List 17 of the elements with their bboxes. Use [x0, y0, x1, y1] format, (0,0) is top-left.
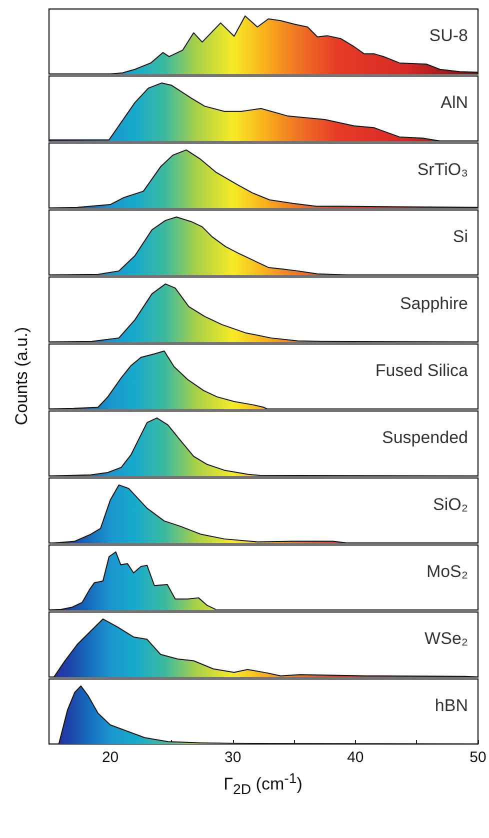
series-label: Sapphire	[400, 294, 468, 313]
series-label: AlN	[440, 92, 468, 112]
x-tick-label: 40	[347, 749, 364, 766]
series-label: SU-8	[429, 26, 468, 45]
series-label: Suspended	[382, 428, 468, 447]
x-tick-label: 50	[470, 749, 486, 766]
text: Fused Silica	[375, 360, 469, 380]
x-tick-label: 30	[224, 749, 242, 766]
x-tick-label: 20	[102, 749, 119, 766]
text: MoS₂	[426, 562, 468, 581]
series-label: Si	[452, 226, 468, 246]
series-label: SiO₂	[433, 494, 468, 514]
y-axis-title: Counts (a.u.)	[12, 327, 32, 426]
series-label: hBN	[434, 696, 468, 715]
series-label: WSe₂	[424, 628, 468, 648]
series-label: SrTiO₃	[417, 160, 468, 179]
x-axis-title: Γ$_{2D}$ (cm$^{-1}$)	[222, 771, 304, 798]
